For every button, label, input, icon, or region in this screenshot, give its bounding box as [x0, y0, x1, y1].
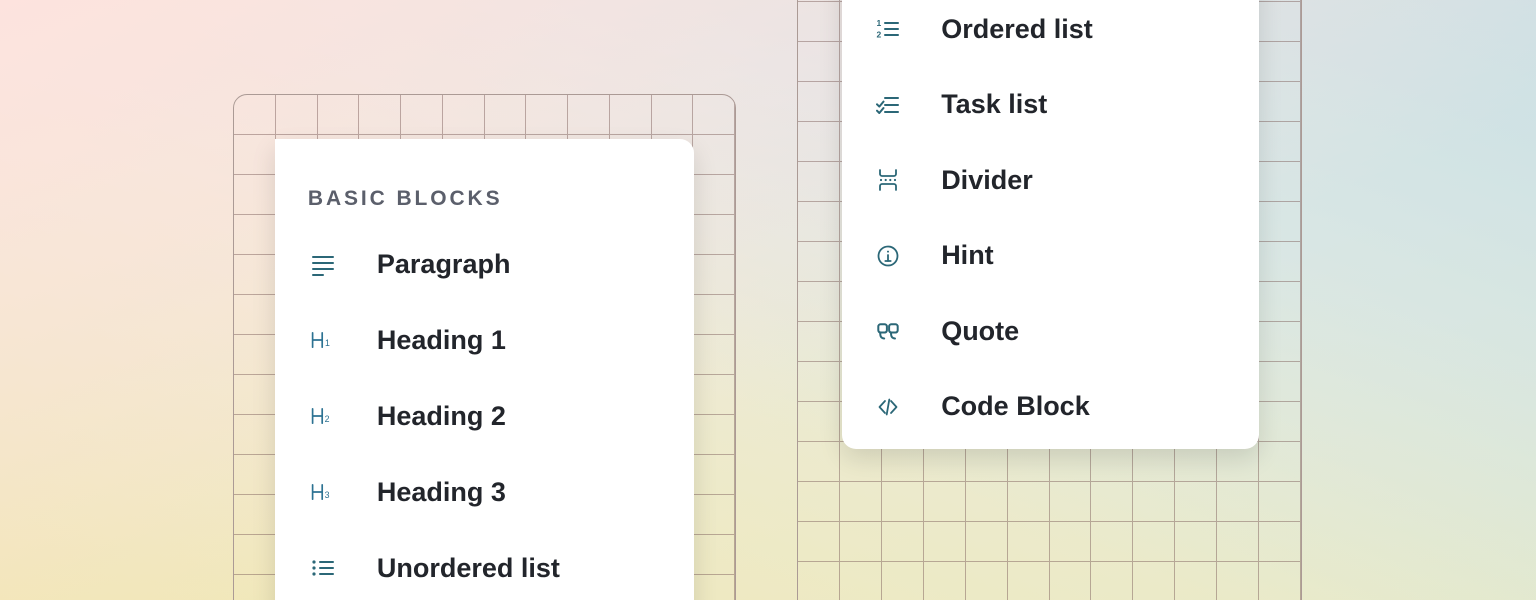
svg-text:3: 3	[325, 490, 330, 500]
svg-text:1: 1	[876, 18, 881, 28]
svg-text:2: 2	[325, 414, 330, 424]
svg-text:2: 2	[876, 30, 881, 40]
svg-text:1: 1	[325, 338, 330, 348]
